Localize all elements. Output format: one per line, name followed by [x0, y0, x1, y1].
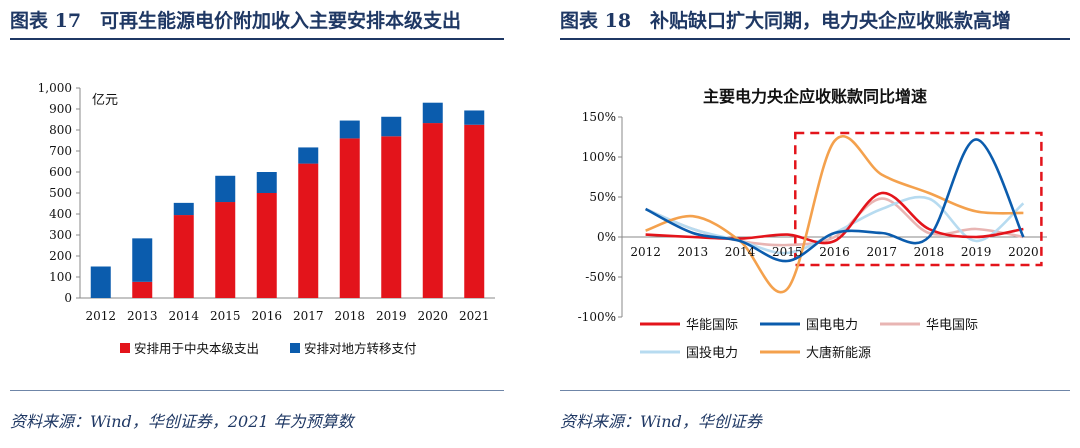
- left-figure-title: 图表 17 可再生能源电价附加收入主要安排本级支出: [10, 10, 462, 32]
- bar-local: [464, 110, 485, 125]
- legend-label: 华电国际: [926, 318, 978, 333]
- y-tick-label: 600: [49, 165, 72, 179]
- right-source-note: 资料来源：Wind，华创证券: [560, 412, 762, 431]
- bar-local: [132, 238, 153, 282]
- bar-chart: 0 100 200 300 400 500 600 700 800 900 1,000 亿元 2012 2…: [38, 81, 495, 356]
- y-tick-label: 150%: [582, 110, 616, 124]
- legend-swatch: [120, 343, 130, 353]
- right-bottom-rule: [560, 390, 1070, 391]
- highlight-box: [794, 131, 1043, 267]
- legend-swatch: [290, 343, 300, 353]
- x-tick-label: 2019: [961, 245, 992, 259]
- bar-local: [90, 266, 111, 298]
- y-tick-label: 300: [49, 228, 72, 242]
- x-tick-label: 2013: [678, 245, 709, 259]
- bar-central: [132, 281, 153, 298]
- bar-central: [298, 163, 319, 298]
- bar-local: [298, 147, 319, 164]
- y-tick-label: 100%: [582, 150, 616, 164]
- x-tick-label: 2018: [334, 309, 365, 323]
- x-tick-label: 2016: [819, 245, 850, 259]
- x-tick-label: 2020: [417, 309, 448, 323]
- y-tick-label: 500: [49, 186, 72, 200]
- x-tick-label: 2014: [725, 245, 756, 259]
- bar-central: [422, 123, 443, 298]
- y-tick-label: 900: [49, 102, 72, 116]
- unit-label: 亿元: [92, 93, 118, 108]
- chart-title: 主要电力央企应收账款同比增速: [703, 87, 927, 106]
- bar-central: [173, 215, 194, 298]
- y-tick-label: 1,000: [38, 81, 72, 95]
- y-tick-label: -50%: [585, 270, 616, 284]
- legend-label: 华能国际: [686, 318, 738, 333]
- x-tick-label: 2012: [85, 309, 116, 323]
- y-tick-label: 800: [49, 123, 72, 137]
- line-chart: 主要电力央企应收账款同比增速 -100% -50% 0% 50% 100% 150% 2012…: [578, 87, 1047, 361]
- x-tick-label: 2021: [459, 309, 490, 323]
- bar-local: [339, 120, 360, 139]
- legend-label: 安排用于中央本级支出: [134, 341, 259, 356]
- y-tick-label: 200: [49, 249, 72, 263]
- bar-central: [381, 136, 402, 298]
- y-tick-label: -100%: [578, 310, 616, 324]
- x-tick-label: 2017: [866, 245, 897, 259]
- x-tick-label: 2020: [1008, 245, 1039, 259]
- x-tick-label: 2017: [293, 309, 324, 323]
- x-tick-label: 2016: [251, 309, 282, 323]
- legend-label: 国投电力: [686, 345, 738, 361]
- y-tick-label: 100: [49, 270, 72, 284]
- series-line-5: [645, 135, 1024, 294]
- y-tick-label: 0: [64, 291, 72, 305]
- y-tick-label: 0%: [597, 230, 616, 244]
- legend-label: 国电电力: [806, 318, 858, 333]
- left-bottom-rule: [10, 390, 504, 391]
- left-source-note: 资料来源：Wind，华创证券，2021 年为预算数: [10, 412, 354, 431]
- bar-local: [215, 175, 236, 203]
- legend-label: 大唐新能源: [806, 345, 871, 361]
- x-tick-label: 2015: [772, 245, 803, 259]
- bar-local: [256, 172, 277, 193]
- bar-local: [173, 202, 194, 216]
- bar-central: [339, 138, 360, 298]
- right-title-rule: [560, 38, 1070, 40]
- bar-central: [256, 193, 277, 298]
- x-tick-label: 2015: [210, 309, 241, 323]
- y-tick-label: 700: [49, 144, 72, 158]
- y-tick-label: 50%: [589, 190, 616, 204]
- series-line-2: [645, 138, 1025, 263]
- x-tick-label: 2018: [914, 245, 945, 259]
- bar-central: [464, 124, 485, 298]
- series-line-1: [645, 191, 1024, 245]
- legend-label: 安排对地方转移支付: [304, 341, 417, 356]
- x-tick-label: 2012: [630, 245, 661, 259]
- x-tick-label: 2014: [168, 309, 199, 323]
- x-tick-label: 2019: [376, 309, 407, 323]
- bar-local: [381, 116, 402, 137]
- bar-central: [215, 202, 236, 298]
- left-title-rule: [10, 38, 504, 40]
- x-tick-label: 2013: [127, 309, 158, 323]
- right-figure-title: 图表 18 补贴缺口扩大同期，电力央企应收账款高增: [560, 10, 1012, 32]
- bar-local: [422, 102, 443, 124]
- y-tick-label: 400: [49, 207, 72, 221]
